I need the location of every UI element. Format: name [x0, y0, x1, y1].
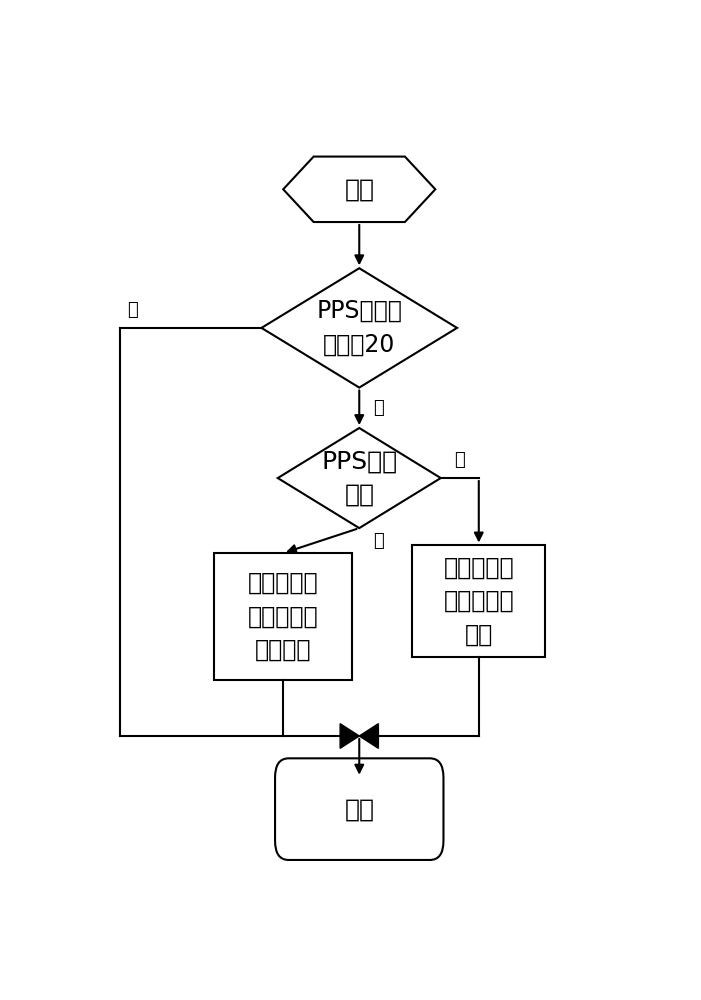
Polygon shape [359, 724, 379, 748]
Text: 否: 否 [454, 451, 465, 469]
Bar [214, 553, 353, 680]
Polygon shape [261, 268, 457, 388]
Polygon shape [340, 724, 359, 748]
Text: 记录当前系
统时间的纳
秒数: 记录当前系 统时间的纳 秒数 [444, 556, 514, 647]
Text: 否: 否 [127, 301, 137, 319]
Polygon shape [283, 157, 435, 222]
Text: 是: 是 [373, 532, 383, 550]
Bar [412, 545, 545, 657]
FancyBboxPatch shape [275, 758, 444, 860]
Text: PPS校准计
数大于20: PPS校准计 数大于20 [316, 299, 402, 357]
Text: 结束: 结束 [344, 797, 374, 821]
Text: PPS脉冲
超时: PPS脉冲 超时 [321, 449, 397, 507]
Text: 是: 是 [373, 399, 383, 417]
Text: 设置系统时
间的纳秒数
为记录值: 设置系统时 间的纳秒数 为记录值 [248, 571, 318, 662]
Polygon shape [278, 428, 441, 528]
Text: 开始: 开始 [344, 177, 374, 201]
